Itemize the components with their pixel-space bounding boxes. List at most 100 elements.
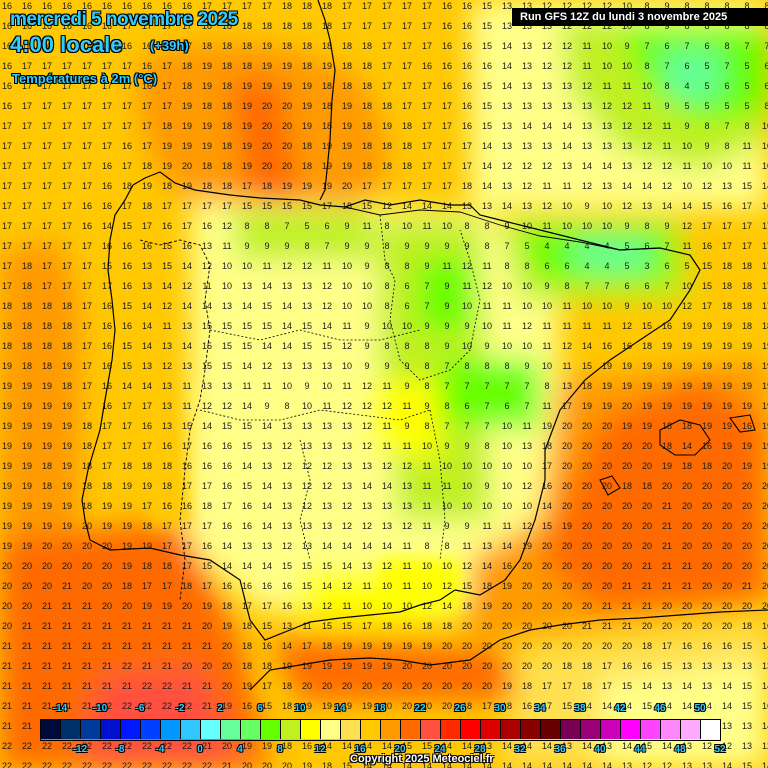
grid-value: 19 — [381, 641, 392, 651]
grid-value: 18 — [661, 441, 672, 451]
grid-value: 5 — [704, 101, 710, 111]
grid-value: 20 — [521, 641, 532, 651]
grid-value: 19 — [561, 521, 572, 531]
grid-value: 15 — [301, 201, 312, 211]
legend-swatch — [321, 720, 341, 739]
grid-value: 13 — [401, 501, 412, 511]
grid-value: 13 — [561, 381, 572, 391]
grid-value: 11 — [582, 61, 592, 71]
grid-value: 18 — [221, 81, 232, 91]
grid-value: 20 — [521, 601, 532, 611]
grid-value: 17 — [21, 101, 32, 111]
grid-value: 19 — [201, 121, 212, 131]
grid-value: 10 — [461, 501, 472, 511]
grid-value: 16 — [141, 41, 152, 51]
grid-value: 16 — [221, 461, 232, 471]
grid-value: 13 — [141, 281, 152, 291]
grid-value: 14 — [581, 161, 592, 171]
grid-value: 12 — [341, 581, 352, 591]
grid-value: 17 — [81, 241, 92, 251]
grid-value: 20 — [181, 161, 192, 171]
grid-value: 17 — [141, 141, 152, 151]
grid-value: 21 — [61, 701, 72, 711]
legend-label-bottom: 4 — [237, 744, 243, 755]
grid-value: 16 — [181, 501, 192, 511]
grid-value: 18 — [361, 41, 372, 51]
grid-value: 13 — [301, 441, 312, 451]
grid-value: 15 — [261, 201, 272, 211]
grid-value: 15 — [341, 761, 352, 768]
grid-value: 20 — [221, 741, 232, 751]
grid-value: 12 — [681, 221, 692, 231]
grid-value: 15 — [341, 621, 352, 631]
grid-value: 13 — [741, 661, 752, 671]
grid-value: 9 — [504, 221, 510, 231]
grid-value: 15 — [401, 741, 412, 751]
grid-value: 19 — [61, 361, 72, 371]
grid-value: 10 — [221, 281, 232, 291]
grid-value: 17 — [461, 141, 472, 151]
grid-value: 18 — [521, 681, 532, 691]
grid-value: 5 — [684, 261, 690, 271]
grid-value: 18 — [341, 81, 352, 91]
grid-value: 17 — [361, 181, 372, 191]
grid-value: 8 — [764, 1, 768, 11]
grid-value: 20 — [621, 441, 632, 451]
grid-value: 12 — [701, 181, 712, 191]
grid-value: 17 — [141, 401, 152, 411]
grid-value: 20 — [441, 641, 452, 651]
grid-value: 15 — [481, 101, 492, 111]
grid-value: 20 — [641, 521, 652, 531]
grid-value: 18 — [281, 701, 292, 711]
grid-value: 8 — [484, 221, 490, 231]
grid-value: 20 — [101, 601, 112, 611]
grid-value: 8 — [404, 261, 410, 271]
grid-value: 21 — [201, 701, 212, 711]
grid-value: 14 — [501, 201, 512, 211]
grid-value: 14 — [161, 281, 172, 291]
grid-value: 12 — [361, 401, 372, 411]
grid-value: 22 — [61, 741, 72, 751]
grid-value: 17 — [741, 221, 752, 231]
grid-value: 18 — [581, 681, 592, 691]
grid-value: 19 — [21, 501, 32, 511]
grid-value: 16 — [701, 241, 712, 251]
grid-value: 11 — [462, 281, 472, 291]
grid-value: 17 — [201, 521, 212, 531]
grid-value: 18 — [361, 81, 372, 91]
grid-value: 7 — [684, 41, 690, 51]
grid-value: 19 — [21, 541, 32, 551]
grid-value: 8 — [264, 221, 270, 231]
grid-value: 16 — [1, 101, 12, 111]
grid-value: 19 — [761, 341, 768, 351]
grid-value: 12 — [601, 101, 612, 111]
grid-value: 12 — [561, 21, 572, 31]
grid-value: 20 — [21, 601, 32, 611]
grid-value: 9 — [464, 521, 470, 531]
grid-value: 8 — [764, 101, 768, 111]
grid-value: 20 — [581, 501, 592, 511]
grid-value: 9 — [484, 481, 490, 491]
grid-value: 18 — [201, 21, 212, 31]
grid-value: 12 — [641, 761, 652, 768]
grid-value: 21 — [161, 661, 172, 671]
forecast-date: mercredi 5 novembre 2025 — [10, 9, 238, 30]
grid-value: 7 — [444, 381, 450, 391]
grid-value: 19 — [221, 701, 232, 711]
grid-value: 5 — [744, 61, 750, 71]
grid-value: 21 — [1, 701, 12, 711]
grid-value: 19 — [721, 381, 732, 391]
grid-value: 17 — [401, 181, 412, 191]
grid-value: 5 — [524, 241, 530, 251]
grid-value: 19 — [21, 421, 32, 431]
grid-value: 19 — [181, 121, 192, 131]
grid-value: 7 — [524, 401, 530, 411]
grid-value: 6 — [664, 41, 670, 51]
grid-value: 13 — [541, 81, 552, 91]
grid-value: 12 — [421, 601, 432, 611]
grid-value: 20 — [761, 541, 768, 551]
grid-value: 8 — [384, 281, 390, 291]
grid-value: 14 — [641, 181, 652, 191]
grid-value: 16 — [1, 81, 12, 91]
grid-value: 19 — [341, 161, 352, 171]
